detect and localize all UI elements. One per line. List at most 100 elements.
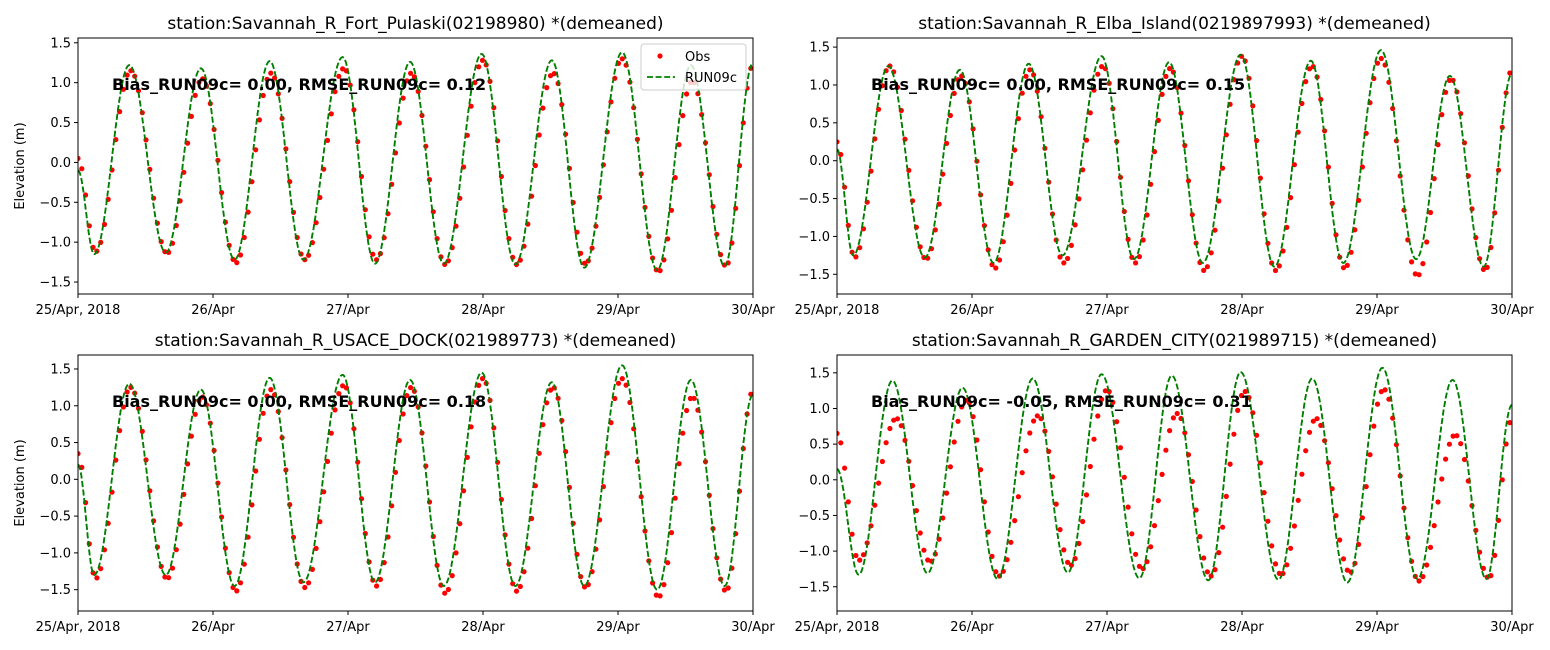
obs-point xyxy=(196,79,202,85)
obs-point xyxy=(370,251,376,257)
obs-point xyxy=(547,387,554,393)
obs-point xyxy=(1144,212,1150,218)
obs-point xyxy=(955,77,961,83)
y-tick-label: −1.0 xyxy=(798,230,830,245)
obs-point xyxy=(1140,237,1146,243)
x-tick-label: 28/Apr xyxy=(1220,620,1264,635)
obs-point xyxy=(1220,524,1226,530)
obs-point xyxy=(1201,555,1207,561)
obs-point xyxy=(879,458,886,465)
obs-point xyxy=(672,175,678,181)
obs-point xyxy=(1102,66,1108,72)
obs-point xyxy=(536,132,542,138)
x-tick-label: 25/Apr, 2018 xyxy=(795,620,880,635)
obs-point xyxy=(1091,436,1097,442)
obs-point xyxy=(234,260,240,266)
subplot-4: station:Savannah_R_GARDEN_CITY(021989715… xyxy=(795,331,1535,635)
obs-point xyxy=(1424,562,1430,568)
obs-point xyxy=(241,561,247,567)
obs-point xyxy=(219,190,225,196)
obs-point xyxy=(1155,498,1161,504)
obs-point xyxy=(1443,456,1449,462)
obs-point xyxy=(1348,249,1354,255)
obs-point xyxy=(1409,259,1415,265)
obs-point xyxy=(234,588,240,594)
x-tick-label: 30/Apr xyxy=(1490,620,1534,635)
obs-point xyxy=(985,247,991,253)
obs-point xyxy=(1121,474,1127,480)
obs-point xyxy=(313,545,319,552)
obs-point xyxy=(1068,242,1074,248)
obs-point xyxy=(268,70,274,76)
stats-annotation: Bias_RUN09c= 0.00, RMSE_RUN09c= 0.18 xyxy=(112,392,486,411)
obs-point xyxy=(1269,543,1275,549)
obs-point xyxy=(476,382,482,388)
obs-point xyxy=(1208,250,1214,256)
obs-point xyxy=(1065,255,1071,262)
obs-point xyxy=(1151,523,1158,529)
obs-point xyxy=(517,583,523,590)
obs-point xyxy=(241,234,247,241)
y-tick-label: −0.5 xyxy=(39,510,71,525)
obs-point xyxy=(883,440,889,446)
obs-point xyxy=(253,147,259,153)
obs-point xyxy=(1080,518,1086,525)
obs-point xyxy=(256,436,262,442)
x-tick-label: 27/Apr xyxy=(326,303,370,318)
obs-point xyxy=(332,89,338,95)
obs-point xyxy=(1034,88,1040,94)
obs-point xyxy=(672,495,678,501)
obs-point xyxy=(1431,176,1437,182)
obs-point xyxy=(1178,110,1184,116)
obs-point xyxy=(544,85,550,91)
obs-point xyxy=(1238,392,1245,399)
obs-point xyxy=(1136,254,1142,260)
subplot-3: station:Savannah_R_USACE_DOCK(021989773)… xyxy=(13,331,775,635)
y-tick-label: 1.5 xyxy=(50,362,71,377)
y-tick-label: −1.0 xyxy=(798,545,830,560)
obs-point xyxy=(521,569,527,575)
stats-annotation: Bias_RUN09c= 0.00, RMSE_RUN09c= 0.12 xyxy=(112,75,486,94)
obs-point xyxy=(1072,222,1078,228)
obs-point xyxy=(434,562,440,569)
obs-point xyxy=(237,580,244,586)
obs-point xyxy=(453,550,459,556)
obs-point xyxy=(1159,471,1165,477)
obs-point xyxy=(1288,545,1294,551)
y-tick-label: 0.5 xyxy=(809,438,830,453)
obs-point xyxy=(1272,561,1279,567)
obs-point xyxy=(947,464,954,470)
obs-point xyxy=(857,245,863,251)
obs-point xyxy=(1212,227,1218,233)
obs-point xyxy=(347,400,353,406)
obs-point xyxy=(619,376,625,382)
obs-point xyxy=(837,430,840,436)
obs-point xyxy=(1340,556,1347,562)
obs-point xyxy=(1272,267,1279,274)
obs-point xyxy=(684,407,690,414)
obs-point xyxy=(400,95,406,101)
obs-point xyxy=(849,531,855,537)
obs-point xyxy=(124,72,130,78)
obs-point xyxy=(1378,55,1384,62)
obs-point xyxy=(1284,562,1290,568)
obs-point xyxy=(1019,470,1025,476)
obs-point xyxy=(921,547,927,553)
x-tick-label: 30/Apr xyxy=(1490,303,1534,318)
obs-point xyxy=(192,92,198,98)
obs-point xyxy=(340,383,346,389)
subplot-1: station:Savannah_R_Fort_Pulaski(02198980… xyxy=(13,14,775,318)
obs-point xyxy=(996,257,1003,263)
obs-point xyxy=(1087,463,1093,470)
obs-point xyxy=(306,580,312,586)
obs-point xyxy=(1235,407,1241,413)
obs-point xyxy=(479,376,486,382)
legend-box xyxy=(640,43,747,91)
obs-point xyxy=(445,258,451,264)
obs-point xyxy=(404,393,410,399)
obs-point xyxy=(464,454,470,460)
obs-point xyxy=(256,117,262,123)
obs-point xyxy=(661,582,667,588)
obs-point xyxy=(396,437,402,444)
x-tick-label: 29/Apr xyxy=(1355,303,1399,318)
